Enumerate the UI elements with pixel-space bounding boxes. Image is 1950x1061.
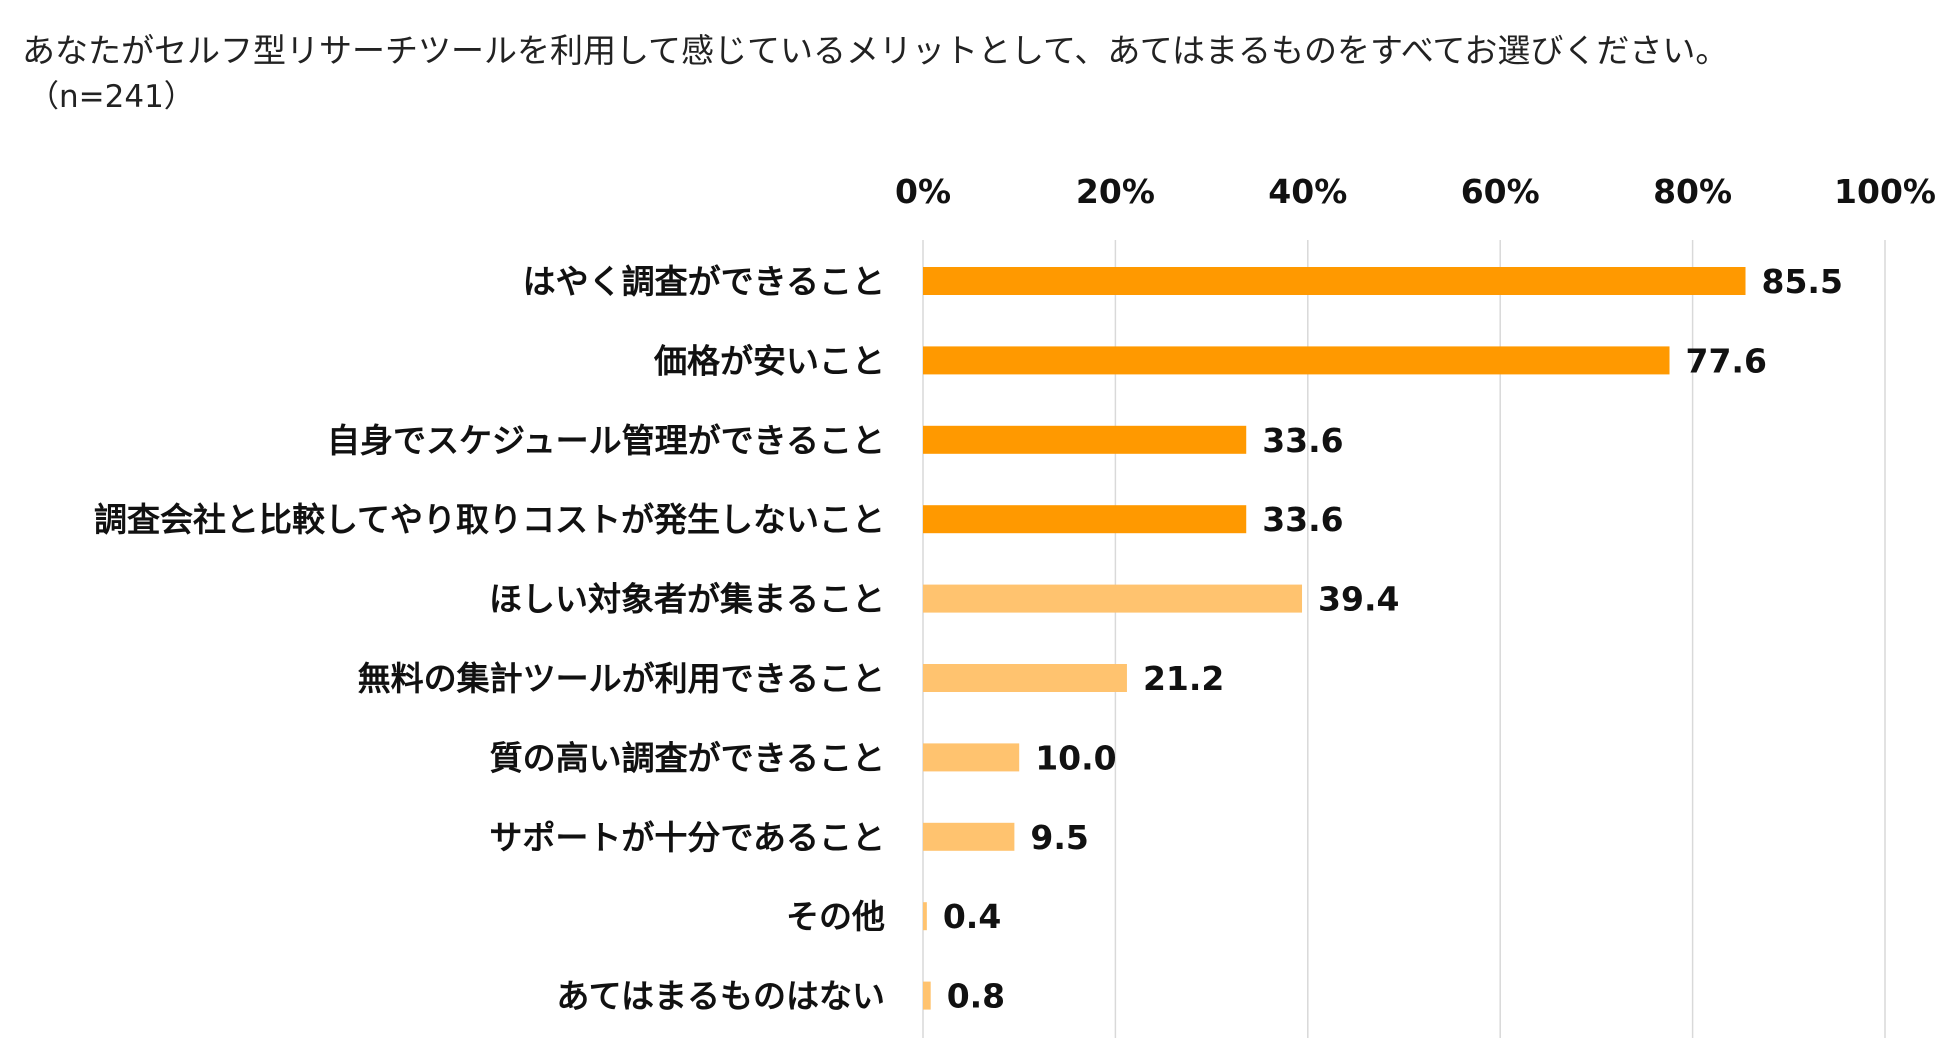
value-labels: 85.5 77.6 33.6 33.6 39.4 21.2 10.0 9.5 0.4 0.8 <box>943 262 1843 1016</box>
chart-subtitle: （n=241） <box>28 79 195 115</box>
data-label: 9.5 <box>1030 818 1088 857</box>
category-label: サポートが十分であること <box>489 818 885 857</box>
category-labels: はやく調査ができること価格が安いこと自身でスケジュール管理ができること調査会社と… <box>94 262 885 1016</box>
bar <box>923 664 1127 692</box>
data-label: 39.4 <box>1318 580 1399 619</box>
data-label: 77.6 <box>1686 341 1767 380</box>
bar <box>923 346 1670 375</box>
category-label: 自身でスケジュール管理ができること <box>327 421 885 460</box>
x-tick-label: 0% <box>895 172 951 211</box>
x-tick-label: 100% <box>1834 172 1936 211</box>
data-label: 10.0 <box>1035 738 1116 777</box>
bars <box>923 267 1746 1010</box>
data-label: 0.8 <box>947 977 1005 1016</box>
category-label: 質の高い調査ができること <box>490 738 885 777</box>
data-label: 21.2 <box>1143 659 1224 698</box>
category-label: 価格が安いこと <box>653 341 885 380</box>
x-axis-ticks: 0% 20% 40% 60% 80% 100% <box>895 172 1936 211</box>
bar <box>923 584 1303 613</box>
bar <box>923 425 1247 454</box>
bar <box>923 267 1746 295</box>
category-label: はやく調査ができること <box>523 262 885 301</box>
bar <box>923 822 1015 851</box>
category-label: 無料の集計ツールが利用できること <box>358 659 885 698</box>
x-tick-label: 80% <box>1653 172 1732 211</box>
x-tick-label: 40% <box>1268 172 1347 211</box>
category-label: ほしい対象者が集まること <box>489 580 885 619</box>
bar <box>923 981 931 1010</box>
x-tick-label: 20% <box>1076 172 1155 211</box>
category-label: 調査会社と比較してやり取りコストが発生しないこと <box>94 500 885 539</box>
data-label: 0.4 <box>943 897 1001 936</box>
data-label: 85.5 <box>1762 262 1843 301</box>
chart-title: あなたがセルフ型リサーチツールを利用して感じているメリットとして、あてはまるもの… <box>22 31 1729 70</box>
category-label: あてはまるものはない <box>556 977 885 1016</box>
x-tick-label: 60% <box>1461 172 1540 211</box>
bar <box>923 902 927 931</box>
bar <box>923 743 1020 772</box>
category-label: その他 <box>786 897 885 936</box>
data-label: 33.6 <box>1262 500 1343 539</box>
data-label: 33.6 <box>1262 421 1343 460</box>
bar <box>923 505 1247 534</box>
